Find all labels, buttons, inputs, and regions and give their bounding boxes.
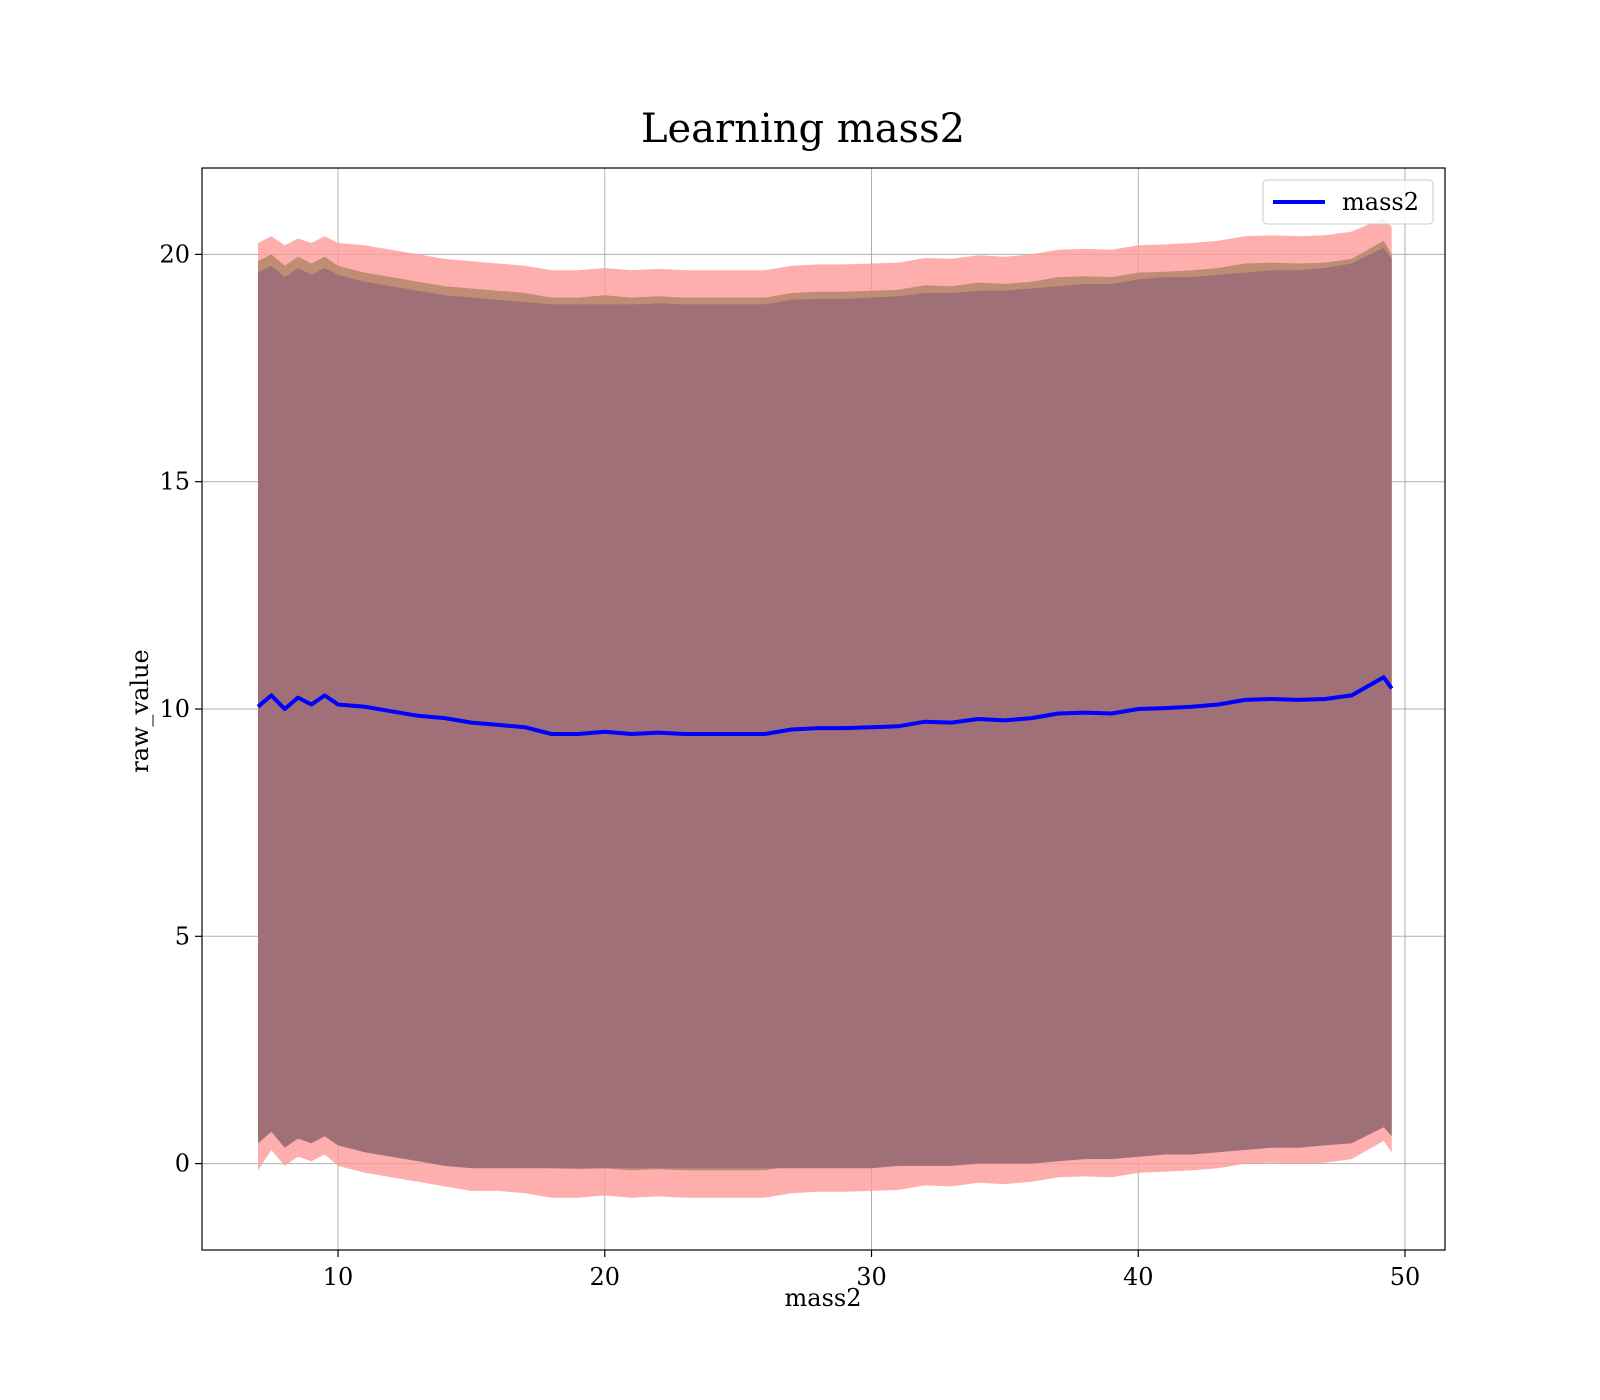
y-axis-label: raw_value: [126, 649, 154, 773]
y-tick-label: 20: [159, 240, 190, 268]
x-tick-label: 10: [323, 1263, 354, 1291]
confidence-bands: [258, 218, 1392, 1198]
x-axis-ticks: 10 20 30 40 50: [323, 1250, 1420, 1291]
band-inner: [258, 247, 1392, 1169]
y-tick-label: 0: [175, 1150, 190, 1178]
y-axis-ticks: 0 5 10 15 20: [159, 240, 202, 1178]
legend: mass2: [1262, 179, 1434, 225]
series-line-mass2: [256, 675, 1394, 736]
series-lines: [256, 675, 1394, 736]
x-tick-label: 50: [1390, 1263, 1421, 1291]
y-tick-label: 5: [175, 922, 190, 950]
legend-box: [1262, 179, 1434, 225]
x-tick-label: 30: [856, 1263, 887, 1291]
y-tick-label: 15: [159, 468, 190, 496]
chart-title: Learning mass2: [641, 106, 965, 152]
x-tick-label: 20: [590, 1263, 621, 1291]
y-tick-label: 10: [159, 695, 190, 723]
x-axis-label: mass2: [785, 1284, 862, 1312]
x-tick-label: 40: [1123, 1263, 1154, 1291]
legend-label: mass2: [1342, 188, 1419, 216]
